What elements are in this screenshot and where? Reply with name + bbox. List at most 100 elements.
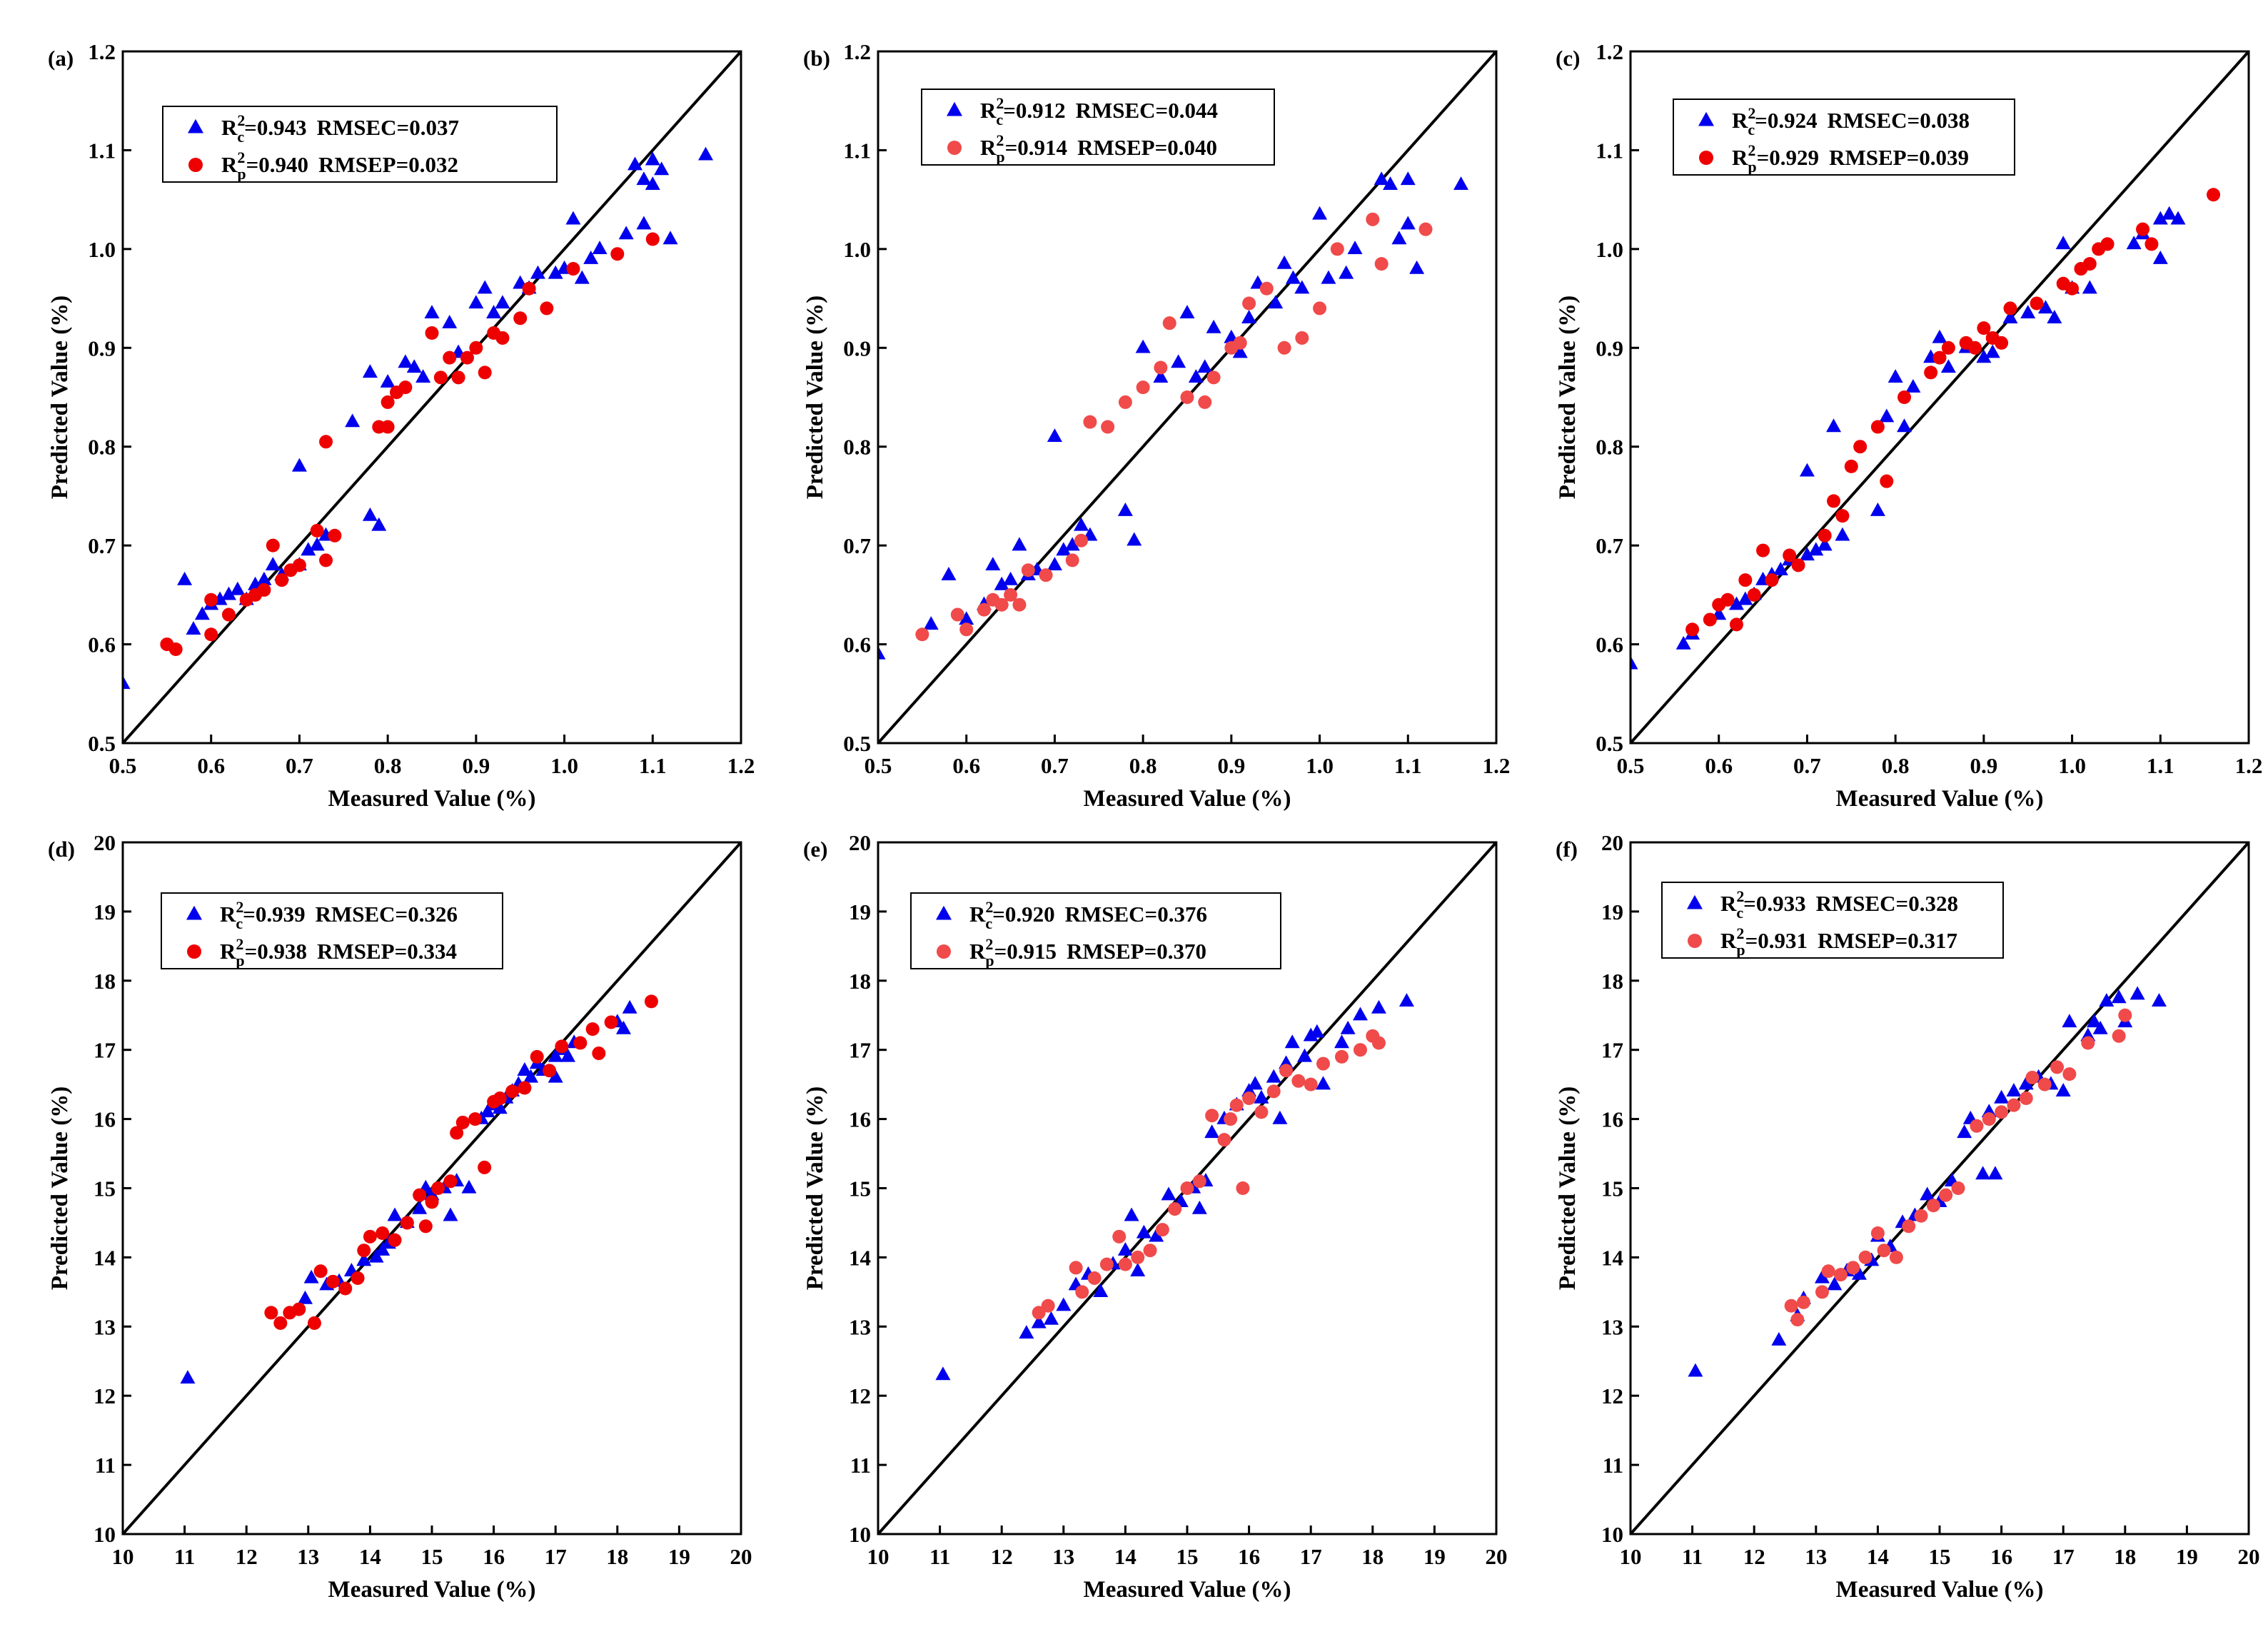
calibration-point — [1003, 571, 1019, 585]
calibration-point — [1232, 344, 1248, 358]
y-tick-label: 10 — [1601, 1522, 1623, 1547]
calibration-point — [1905, 378, 1921, 393]
y-tick-label: 14 — [1601, 1245, 1623, 1270]
prediction-point — [1313, 301, 1327, 316]
y-tick-label: 11 — [850, 1453, 871, 1478]
prediction-point — [1277, 341, 1291, 355]
prediction-point — [2007, 1098, 2021, 1112]
panel-4: 10 11 12 13 14 15 16 17 18 19 20 10 11 12 13 14 15 16 17 18… — [802, 830, 1508, 1603]
calibration-point — [291, 458, 307, 472]
prediction-point — [266, 538, 280, 553]
calibration-point — [1334, 1034, 1349, 1049]
prediction-point — [1765, 573, 1779, 587]
calibration-point — [1241, 310, 1257, 323]
prediction-point — [610, 247, 625, 261]
x-tick-label: 0.5 — [1617, 753, 1645, 778]
prediction-point — [319, 553, 333, 568]
legend-rmse-value: RMSEP=0.039 — [1829, 145, 1969, 170]
calibration-point — [1206, 319, 1221, 333]
calibration-point — [221, 586, 236, 600]
calibration-point — [1117, 502, 1133, 516]
prediction-point — [1259, 281, 1274, 296]
calibration-point — [1339, 265, 1354, 279]
prediction-point — [357, 1244, 371, 1258]
prediction-point — [977, 602, 991, 617]
prediction-point — [1941, 341, 1955, 355]
calibration-point — [574, 270, 590, 284]
calibration-point — [1197, 359, 1213, 373]
prediction-point — [1131, 1250, 1145, 1264]
prediction-point — [1729, 617, 1743, 632]
calibration-point — [2099, 993, 2115, 1007]
prediction-point — [1180, 1181, 1194, 1195]
x-tick-label: 0.5 — [865, 753, 892, 778]
prediction-point — [2081, 1036, 2095, 1050]
calibration-point — [2111, 989, 2127, 1004]
prediction-point — [1304, 1077, 1318, 1091]
legend-rmse-value: RMSEP=0.334 — [317, 939, 457, 964]
x-tick-label: 19 — [2176, 1544, 2198, 1569]
prediction-point — [1039, 568, 1053, 583]
prediction-point — [1939, 1188, 1953, 1202]
calibration-point — [468, 295, 484, 309]
calibration-point — [412, 1200, 428, 1214]
prediction-point — [1870, 1226, 1885, 1240]
calibration-point — [1135, 339, 1151, 353]
prediction-point — [275, 573, 289, 587]
prediction-point — [1041, 1298, 1055, 1313]
legend-calibration-text: R2 c=0.924 RMSEC=0.038 — [1732, 104, 1970, 138]
prediction-point — [1897, 390, 1912, 404]
prediction-point — [959, 622, 974, 637]
y-tick-label: 13 — [849, 1314, 871, 1339]
calibration-point — [2037, 300, 2053, 314]
calibration-point — [2047, 310, 2062, 323]
calibration-point — [1888, 369, 1903, 383]
prediction-point — [273, 1316, 288, 1330]
calibration-point — [1383, 176, 1398, 191]
calibration-point — [994, 576, 1009, 590]
x-axis-title: Measured Value (%) — [1084, 786, 1291, 812]
calibration-point — [1398, 993, 1414, 1007]
calibration-point — [2018, 1076, 2034, 1090]
x-tick-label: 0.6 — [1705, 753, 1733, 778]
prediction-point — [1198, 395, 1212, 409]
y-tick-label: 0.5 — [843, 731, 871, 756]
prediction-point — [522, 281, 536, 296]
prediction-point — [451, 370, 465, 385]
prediction-point — [1796, 1295, 1810, 1309]
calibration-point — [1266, 1069, 1281, 1083]
prediction-point — [1844, 459, 1858, 473]
prediction-point — [1205, 1109, 1219, 1123]
y-axis-title: Predicted Value (%) — [47, 1086, 73, 1290]
y-tick-label: 0.8 — [88, 435, 116, 460]
calibration-point — [387, 1207, 403, 1221]
prediction-point — [950, 607, 964, 622]
legend-rmse-value: RMSEC=0.328 — [1816, 891, 1958, 916]
prediction-point — [1858, 1250, 1873, 1264]
calibration-point — [1272, 1110, 1288, 1124]
calibration-point — [1827, 1276, 1843, 1291]
calibration-point — [1976, 349, 1992, 363]
prediction-point — [1192, 1174, 1206, 1189]
calibration-point — [1117, 1241, 1133, 1256]
x-tick-label: 13 — [1052, 1544, 1074, 1569]
x-tick-label: 13 — [297, 1544, 319, 1569]
calibration-point — [636, 171, 652, 186]
prediction-point — [1926, 1199, 1940, 1213]
legend-calibration-text: R2 c=0.912 RMSEC=0.044 — [980, 94, 1218, 128]
calibration-point — [645, 176, 660, 191]
calibration-point — [1631, 655, 1638, 670]
calibration-point — [1285, 270, 1301, 284]
prediction-point — [1083, 415, 1097, 429]
calibration-point — [362, 364, 378, 378]
x-tick-label: 18 — [2114, 1544, 2136, 1569]
prediction-point — [518, 1081, 532, 1095]
calibration-point — [1309, 1024, 1325, 1038]
y-tick-label: 0.9 — [843, 336, 871, 360]
y-tick-label: 0.5 — [88, 731, 116, 756]
legend-r2-value: =0.920 — [992, 902, 1054, 927]
prediction-point — [1835, 509, 1850, 523]
